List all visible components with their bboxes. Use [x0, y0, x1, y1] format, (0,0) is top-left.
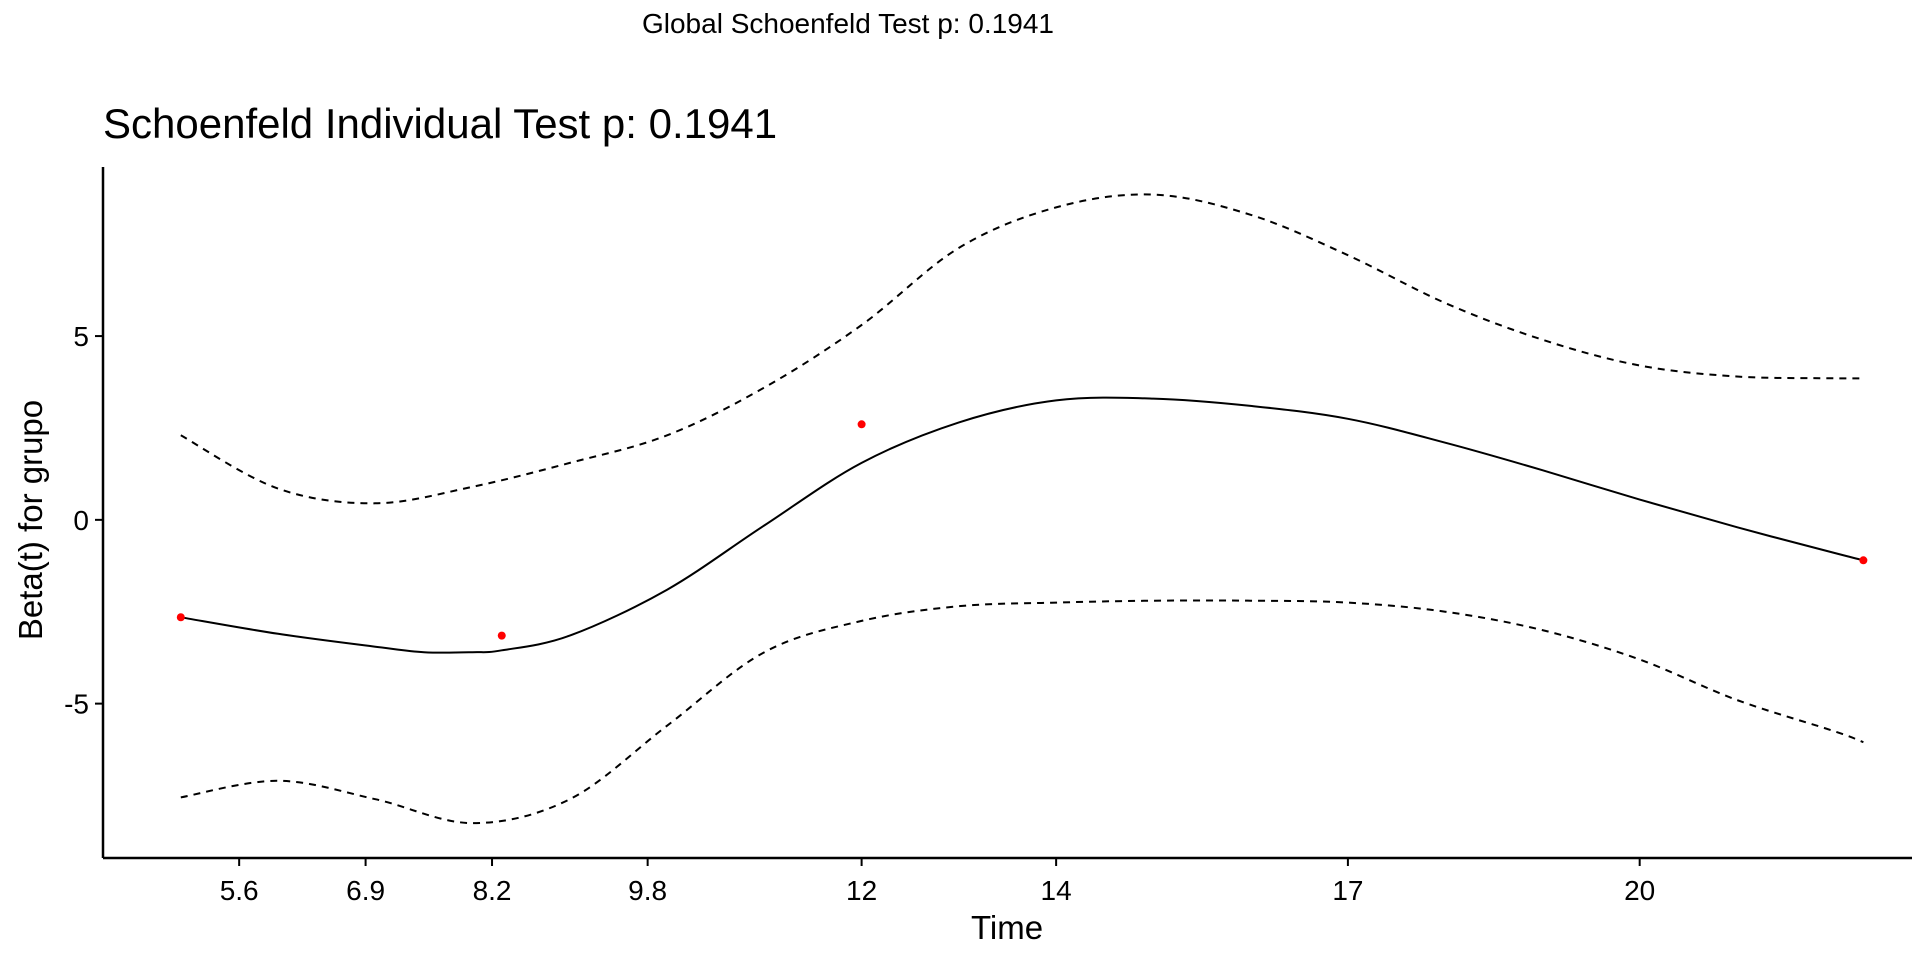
y-tick-label: 0 — [73, 505, 89, 536]
data-point — [1859, 556, 1868, 565]
series-fit-line — [180, 396, 1864, 654]
series-lower-ci-line — [180, 599, 1864, 825]
x-tick-label: 8.2 — [473, 875, 512, 906]
series-upper-ci-line — [180, 193, 1864, 505]
data-point — [176, 613, 185, 622]
x-axis-label: Time — [971, 909, 1043, 946]
y-tick-label: -5 — [64, 689, 89, 720]
x-tick-label: 17 — [1332, 875, 1363, 906]
y-tick-label: 5 — [73, 321, 89, 352]
x-tick-label: 14 — [1041, 875, 1072, 906]
series-layer — [180, 193, 1864, 825]
x-tick-label: 5.6 — [220, 875, 259, 906]
chart-title: Schoenfeld Individual Test p: 0.1941 — [103, 100, 777, 147]
x-ticks: 5.6 6.9 8.2 9.8 12 14 17 20 — [220, 858, 1655, 906]
data-point — [857, 420, 866, 429]
x-tick-label: 12 — [846, 875, 877, 906]
x-tick-label: 9.8 — [628, 875, 667, 906]
chart-suptitle: Global Schoenfeld Test p: 0.1941 — [642, 8, 1054, 39]
x-tick-label: 6.9 — [346, 875, 385, 906]
y-ticks: 5 0 -5 — [64, 321, 103, 720]
x-tick-label: 20 — [1624, 875, 1655, 906]
points-layer — [176, 420, 1868, 640]
data-point — [497, 631, 506, 640]
y-axis-label: Beta(t) for grupo — [12, 400, 49, 640]
